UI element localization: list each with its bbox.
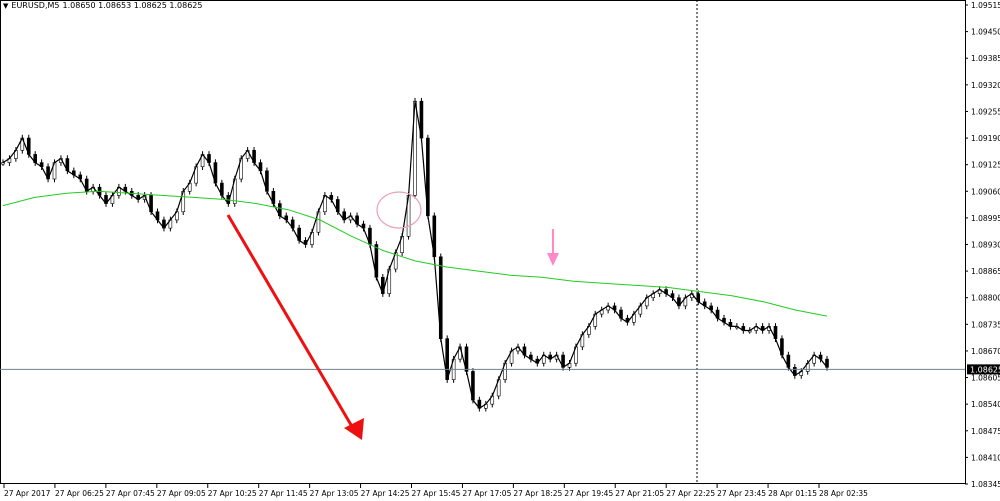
y-tick-label: 1.09450: [971, 28, 1000, 37]
x-tick-label: 27 Apr 19:45: [564, 489, 613, 498]
x-tick-label: 28 Apr 02:35: [819, 489, 868, 498]
x-tick-label: 27 Apr 15:45: [412, 489, 461, 498]
x-tick-label: 27 Apr 2017: [4, 489, 51, 498]
y-tick-label: 1.08735: [971, 320, 1000, 329]
symbol-label: EURUSD,M5: [11, 1, 60, 10]
y-tick-label: 1.08800: [971, 294, 1000, 303]
plot-area: [0, 0, 966, 484]
y-tick-label: 1.08475: [971, 427, 1000, 436]
y-tick-label: 1.09320: [971, 81, 1000, 90]
x-axis: 27 Apr 2017 27 Apr 06:25 27 Apr 07:45 27 Ap…: [3, 484, 868, 498]
x-tick-label: 27 Apr 07:45: [106, 489, 155, 498]
y-tick-label: 1.08995: [971, 214, 1000, 223]
x-tick-label: 27 Apr 10:25: [208, 489, 257, 498]
highlight-ellipse: [376, 191, 422, 229]
x-tick-label: 27 Apr 11:45: [259, 489, 308, 498]
candle-body: [1, 162, 5, 165]
y-tick-label: 1.09190: [971, 134, 1000, 143]
x-tick-label: 27 Apr 14:25: [361, 489, 410, 498]
y-tick-label: 1.08670: [971, 347, 1000, 356]
x-tick-label: 27 Apr 21:05: [615, 489, 664, 498]
y-tick-label: 1.08605: [971, 374, 1000, 383]
candle-body: [825, 358, 829, 368]
close-path: [2, 101, 828, 410]
x-tick-label: 27 Apr 17:05: [462, 489, 511, 498]
y-tick-label: 1.08930: [971, 241, 1000, 250]
x-tick-label: 27 Apr 22:25: [666, 489, 715, 498]
x-tick-label: 27 Apr 09:05: [157, 489, 206, 498]
y-tick-label: 1.08865: [971, 267, 1000, 276]
dropdown-triangle-icon[interactable]: ▼: [3, 1, 9, 10]
red-arrow: [226, 214, 364, 440]
x-tick-label: 27 Apr 18:25: [513, 489, 562, 498]
y-tick-label: 1.09255: [971, 107, 1000, 116]
y-tick-label: 1.09060: [971, 187, 1000, 196]
y-tick-label: 1.09515: [971, 1, 1000, 10]
x-tick-label: 27 Apr 13:05: [310, 489, 359, 498]
price-tag-label: 1.08625: [970, 365, 1000, 374]
quote-values: 1.08650 1.08653 1.08625 1.08625: [62, 1, 203, 10]
moving-average-line: [2, 190, 828, 317]
x-tick-label: 28 Apr 01:15: [768, 489, 817, 498]
y-tick-label: 1.08345: [971, 480, 1000, 489]
pink-arrow: [547, 229, 559, 266]
y-axis: 1.09515 1.09450 1.09385 1.09320 1.09255 1.091…: [965, 1, 1000, 489]
candles: [1, 97, 829, 412]
x-tick-label: 27 Apr 23:45: [717, 489, 766, 498]
chart-header: ▼ EURUSD,M5 1.08650 1.08653 1.08625 1.08…: [3, 1, 202, 10]
price-tag: 1.08625: [967, 364, 1000, 375]
plot-frame: [0, 0, 966, 484]
y-tick-label: 1.08410: [971, 453, 1000, 462]
x-tick-label: 27 Apr 06:25: [55, 489, 104, 498]
y-tick-label: 1.08540: [971, 400, 1000, 409]
y-tick-label: 1.09125: [971, 161, 1000, 170]
y-tick-label: 1.09385: [971, 54, 1000, 63]
